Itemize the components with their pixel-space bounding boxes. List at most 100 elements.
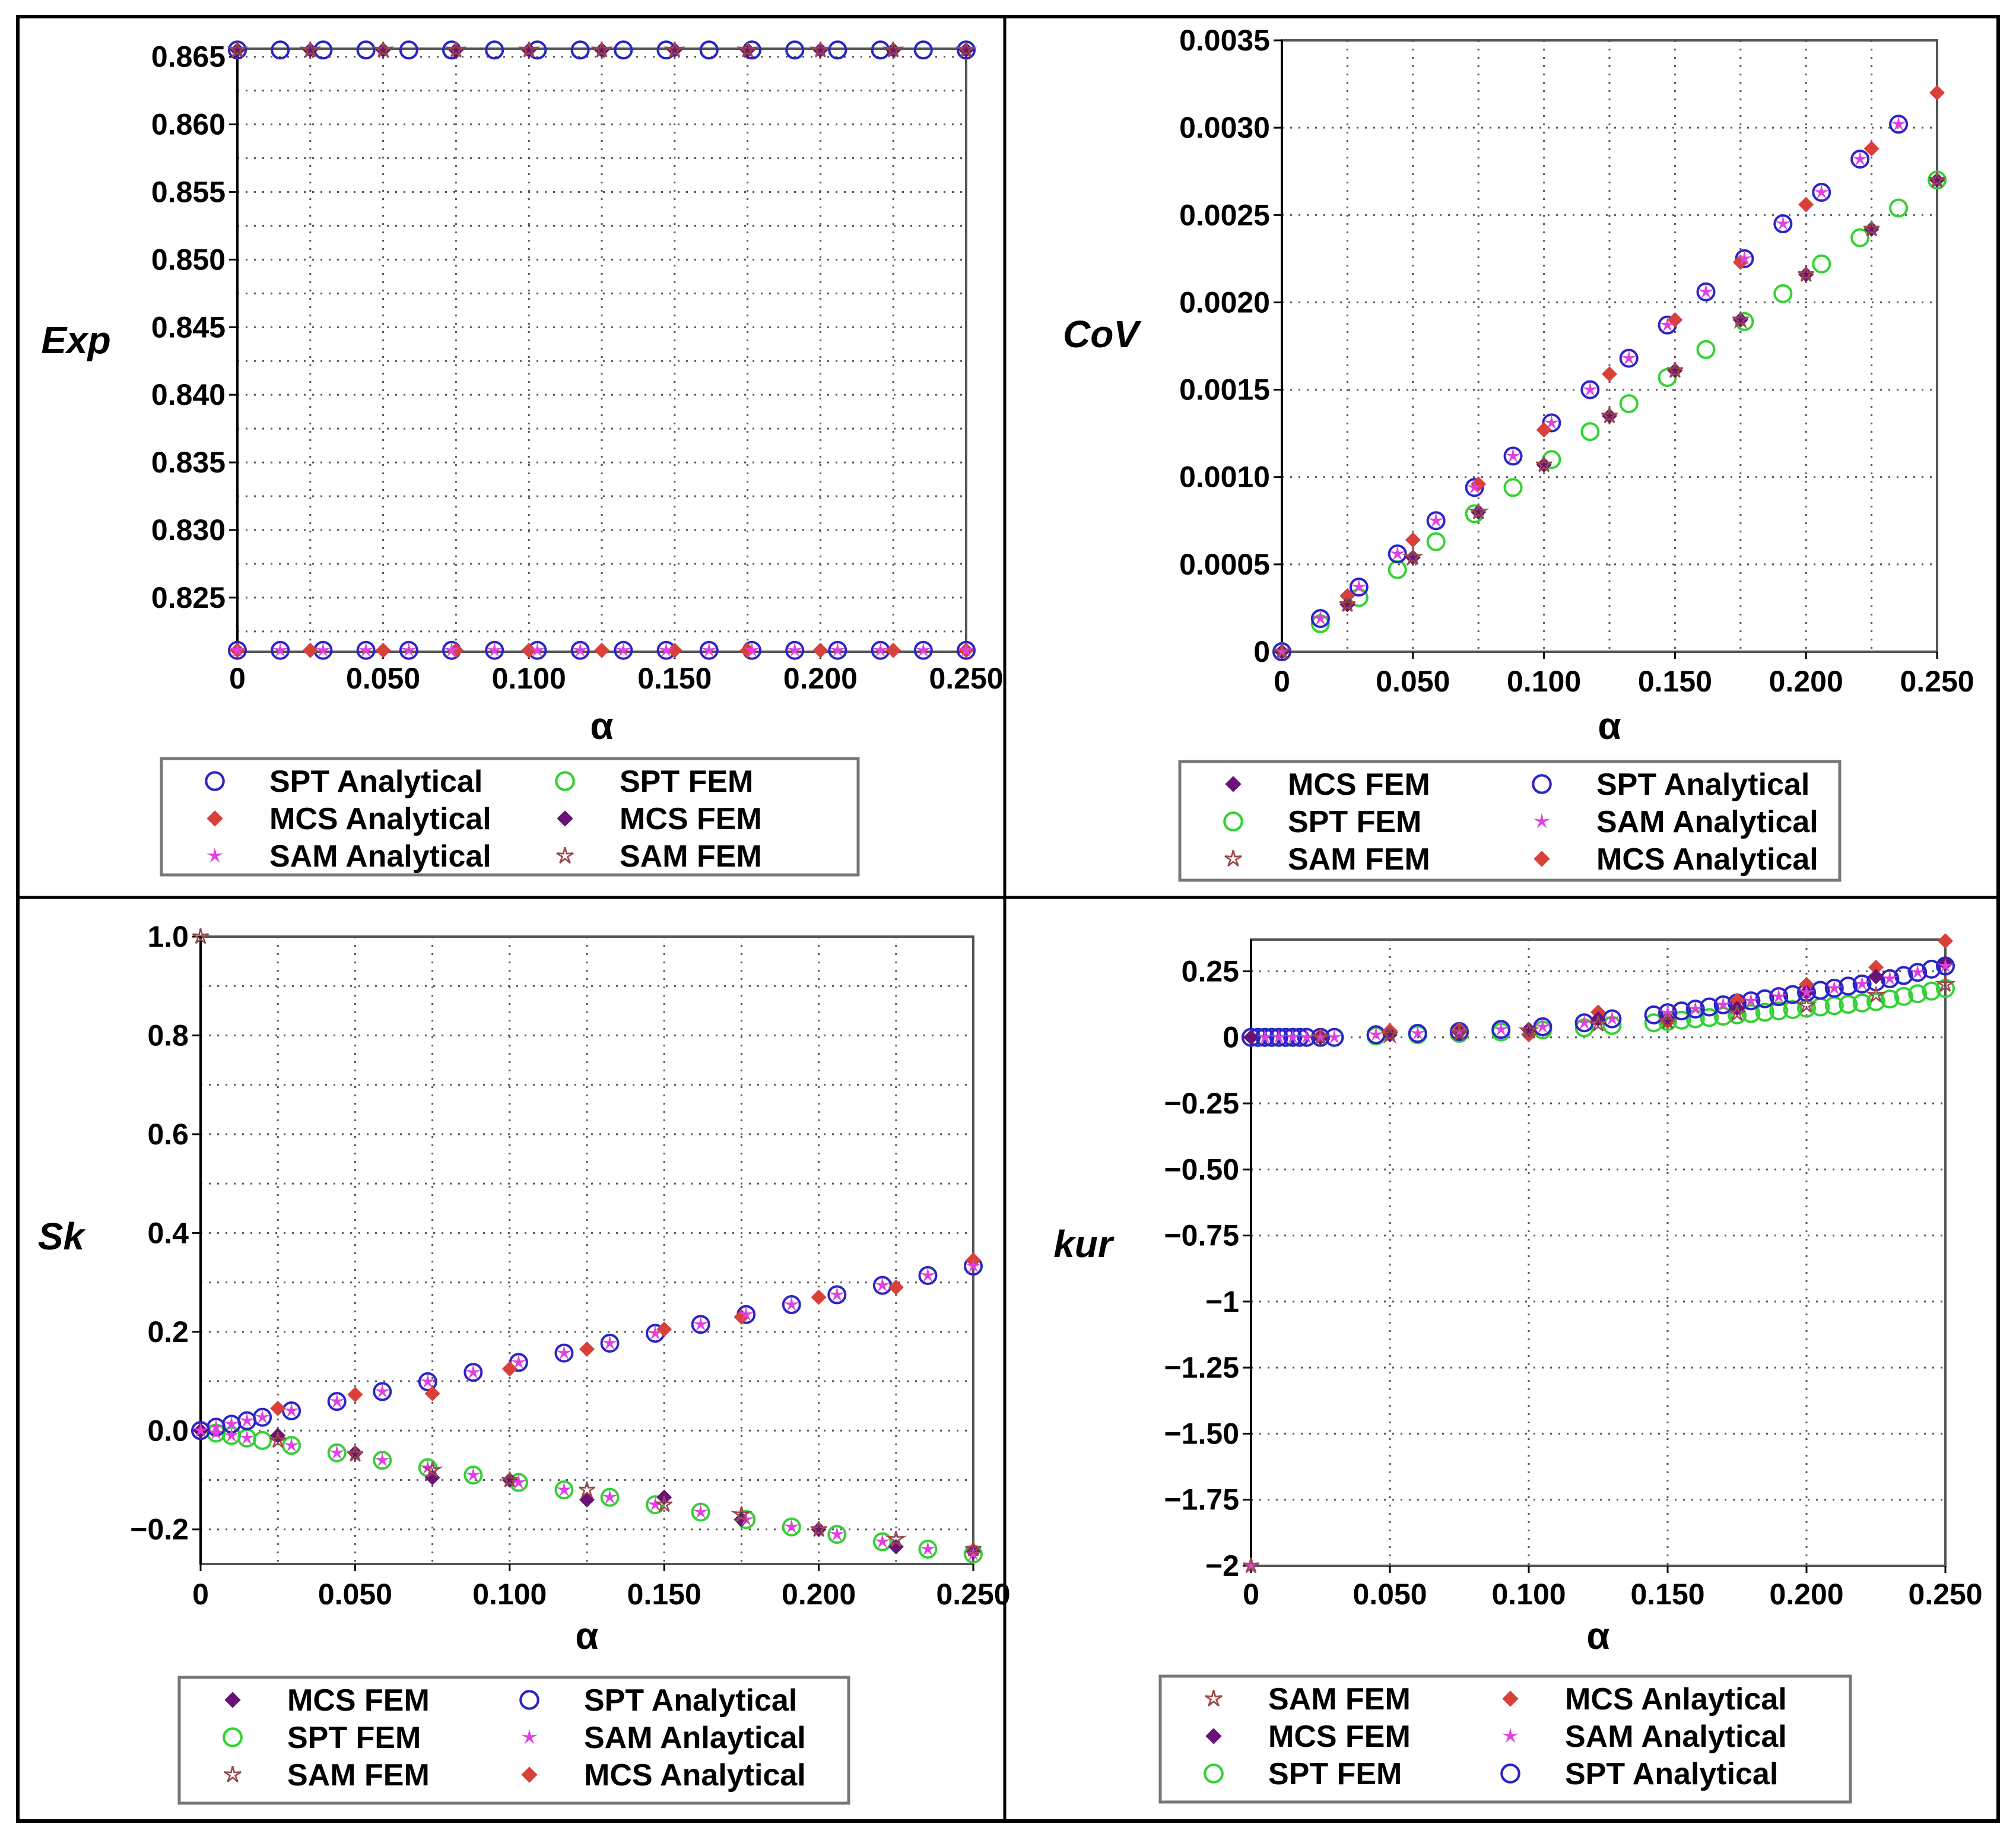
data-point <box>510 1474 527 1489</box>
data-point <box>1339 588 1355 604</box>
data-point <box>229 642 246 657</box>
data-point <box>1467 503 1490 519</box>
data-point <box>1889 115 1909 134</box>
x-tick-label: 0 <box>192 1578 209 1611</box>
x-tick-label: 0.250 <box>936 1578 1010 1611</box>
legend-marker <box>557 810 573 827</box>
data-point <box>518 41 540 58</box>
legend-marker <box>1225 776 1242 792</box>
plot-frame <box>236 47 967 653</box>
series-sam-fem <box>1274 172 1945 659</box>
data-point <box>253 1430 272 1450</box>
legend-marker <box>521 1728 538 1744</box>
x-tick-label: 0.100 <box>1491 1578 1566 1611</box>
data-point <box>485 40 504 60</box>
data-point <box>501 1361 518 1377</box>
data-point <box>239 1412 255 1427</box>
data-point <box>501 1471 518 1487</box>
data-point <box>1889 198 1909 218</box>
data-point <box>192 1422 209 1438</box>
x-tick-label: 0.100 <box>1507 665 1581 698</box>
data-point <box>1621 350 1637 365</box>
data-point <box>271 640 290 660</box>
data-point <box>1242 1027 1261 1047</box>
data-point <box>1533 1017 1553 1036</box>
series-mcs-fem <box>1274 172 1945 659</box>
y-tick-label: 0.835 <box>151 446 226 479</box>
y-axis-label: Exp <box>41 319 110 361</box>
data-point <box>282 1401 301 1420</box>
series-sam-fem <box>192 928 982 1557</box>
data-point <box>1339 596 1356 612</box>
y-tick-label: 0 <box>1223 1021 1239 1054</box>
data-point <box>1908 963 1928 982</box>
data-point <box>401 642 417 657</box>
data-point <box>1854 975 1870 991</box>
data-point <box>958 642 974 657</box>
data-point <box>1922 959 1941 979</box>
data-point <box>1773 284 1793 303</box>
data-point <box>283 1437 300 1452</box>
data-point <box>270 1427 286 1444</box>
data-point <box>271 40 290 60</box>
data-point <box>915 642 932 657</box>
data-point <box>738 1306 754 1321</box>
data-point <box>1517 1022 1540 1038</box>
data-point <box>239 1429 255 1445</box>
data-point <box>1938 933 1953 949</box>
legend-item: SAM Anlaytical <box>521 1721 806 1755</box>
data-point <box>399 40 418 60</box>
data-point <box>1852 974 1872 994</box>
data-point <box>1812 254 1831 274</box>
data-point <box>1493 1021 1509 1036</box>
legend-label: MCS FEM <box>620 802 762 836</box>
data-point <box>356 40 376 60</box>
data-point <box>1795 997 1818 1013</box>
data-point <box>1243 1557 1259 1573</box>
data-point <box>1576 1014 1592 1030</box>
series-sam-analytical <box>1274 116 1907 659</box>
data-point <box>731 1506 753 1522</box>
data-point <box>691 1502 710 1522</box>
legend-label: MCS FEM <box>287 1683 430 1718</box>
legend: SAM FEM MCS Anlaytical MCS FEM SAM Analytic… <box>1158 1674 1852 1804</box>
data-point <box>418 1372 437 1391</box>
x-tick-label: 0.150 <box>627 1578 701 1611</box>
data-point <box>1312 1029 1329 1044</box>
data-point <box>600 1333 620 1353</box>
legend-label: SPT Analytical <box>584 1683 797 1718</box>
data-point <box>463 1363 483 1382</box>
legend-item: SAM Analytical <box>1534 805 1818 839</box>
legend-marker <box>205 771 225 791</box>
legend-item: SAM FEM <box>224 1758 430 1793</box>
data-point <box>529 642 545 657</box>
data-point <box>302 642 318 658</box>
y-tick-label: 0.825 <box>151 581 226 614</box>
data-point <box>920 1541 936 1556</box>
data-point <box>693 1316 709 1331</box>
legend-marker <box>1223 811 1243 832</box>
data-point <box>424 1385 440 1401</box>
data-point <box>485 640 504 660</box>
data-point <box>965 1546 982 1561</box>
y-tick-label: 0.0025 <box>1179 198 1270 231</box>
data-point <box>1769 987 1789 1007</box>
data-point <box>1466 479 1482 494</box>
legend-label: SAM Anlaytical <box>584 1721 806 1755</box>
legend-marker <box>1205 1728 1222 1744</box>
data-point <box>1894 966 1913 985</box>
data-point <box>810 1521 827 1537</box>
y-tick-label: −1.75 <box>1164 1483 1239 1517</box>
data-point <box>1865 986 1887 1003</box>
data-point <box>782 1295 801 1315</box>
data-point <box>1770 988 1787 1004</box>
legend-label: MCS Analytical <box>1596 842 1818 877</box>
data-point <box>329 1393 345 1408</box>
data-point <box>1852 993 1872 1013</box>
data-point <box>554 1343 574 1363</box>
data-point <box>918 1265 938 1285</box>
data-point <box>1349 578 1369 597</box>
legend-item: SPT Analytical <box>519 1683 797 1718</box>
y-tick-label: 0.860 <box>151 108 226 141</box>
data-points <box>1242 933 1957 1573</box>
